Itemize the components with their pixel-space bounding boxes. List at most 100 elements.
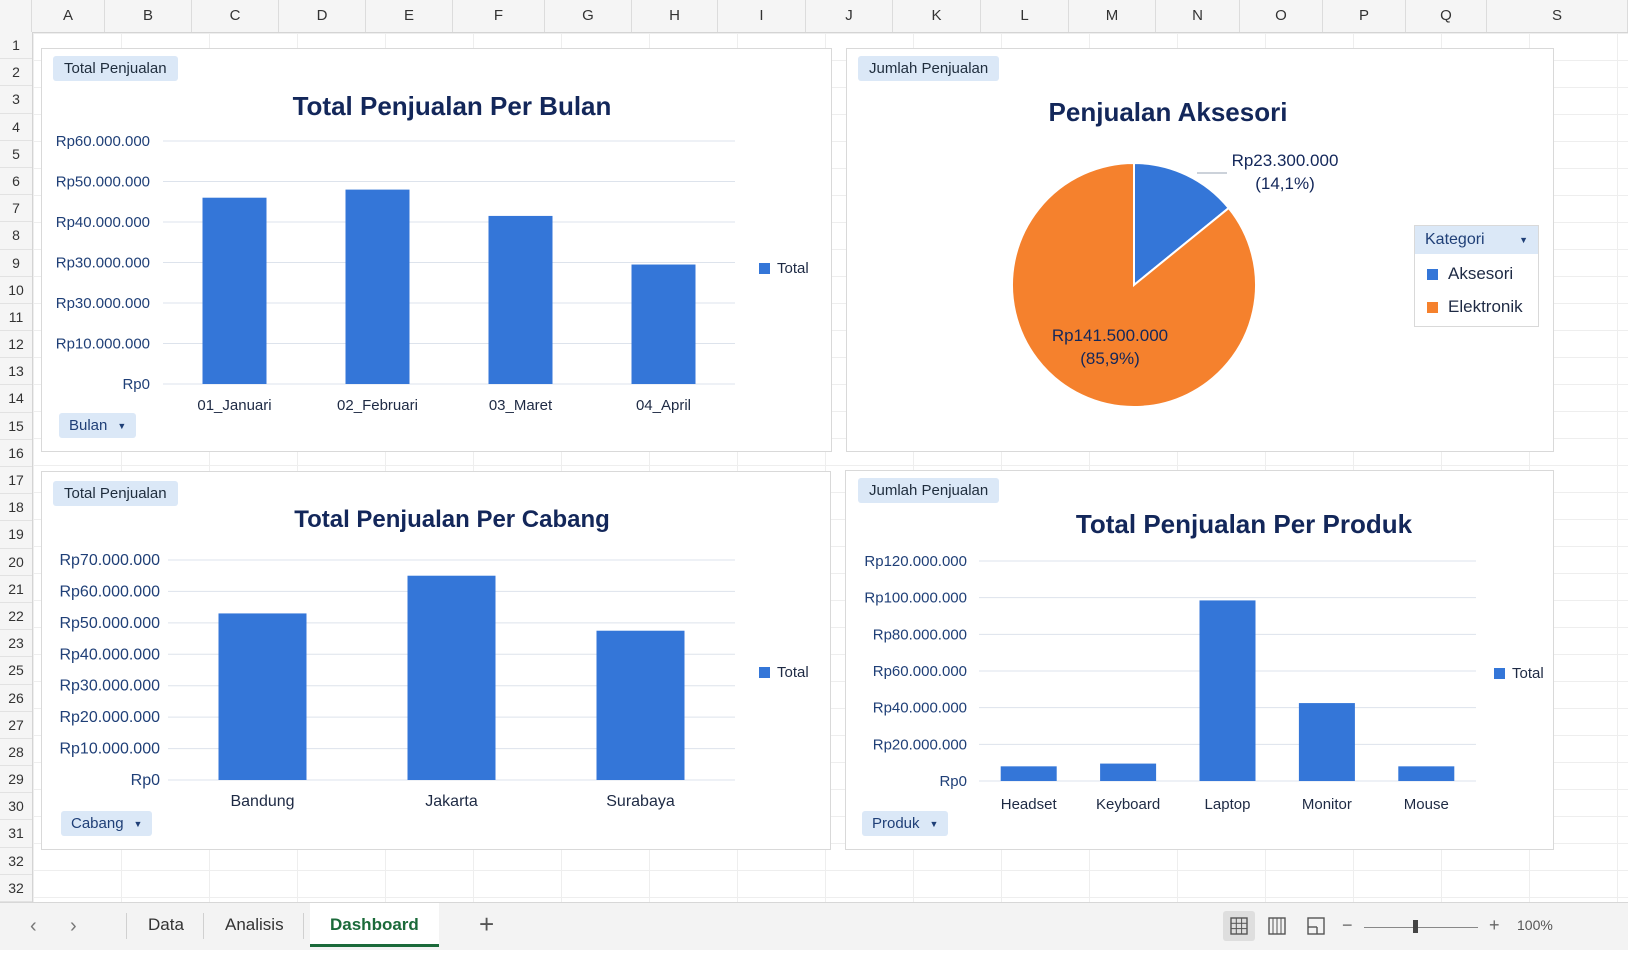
column-header-f[interactable]: F bbox=[453, 0, 545, 32]
column-header-d[interactable]: D bbox=[279, 0, 366, 32]
column-header-j[interactable]: J bbox=[806, 0, 893, 32]
row-header-8[interactable]: 8 bbox=[0, 222, 32, 250]
chart-panel-aksesori[interactable]: Jumlah Penjualan Penjualan Aksesori Rp23… bbox=[846, 48, 1554, 452]
row-header-16[interactable]: 16 bbox=[0, 440, 32, 467]
grid-view-icon bbox=[1230, 917, 1248, 935]
value-field-chip[interactable]: Total Penjualan bbox=[53, 56, 178, 81]
zoom-slider-thumb[interactable] bbox=[1413, 920, 1418, 933]
filter-button-produk[interactable]: Produk ▼ bbox=[862, 811, 949, 836]
row-header-13[interactable]: 13 bbox=[0, 358, 32, 386]
column-header-k[interactable]: K bbox=[893, 0, 981, 32]
pie-slice-elektronik[interactable] bbox=[1011, 161, 1257, 408]
bar-03_maret[interactable] bbox=[488, 215, 553, 384]
sheet-tab-dashboard[interactable]: Dashboard bbox=[310, 903, 439, 947]
column-header-g[interactable]: G bbox=[545, 0, 632, 32]
row-header-15[interactable]: 15 bbox=[0, 413, 32, 440]
column-header-l[interactable]: L bbox=[981, 0, 1069, 32]
legend-item-elektronik[interactable]: Elektronik bbox=[1415, 290, 1538, 323]
row-header-14[interactable]: 14 bbox=[0, 385, 32, 413]
value-field-chip[interactable]: Total Penjualan bbox=[53, 481, 178, 506]
chart-title: Total Penjualan Per Bulan bbox=[292, 91, 612, 121]
row-header-20[interactable]: 20 bbox=[0, 549, 32, 576]
column-header-q[interactable]: Q bbox=[1406, 0, 1487, 32]
column-header-a[interactable]: A bbox=[32, 0, 105, 32]
legend-item-aksesori[interactable]: Aksesori bbox=[1415, 257, 1538, 290]
bar-keyboard[interactable] bbox=[1100, 763, 1157, 781]
column-header-h[interactable]: H bbox=[632, 0, 718, 32]
row-header-1[interactable]: 1 bbox=[0, 32, 32, 60]
chart-panel-cabang[interactable]: Total Penjualan Total Penjualan Per Caba… bbox=[41, 471, 831, 850]
zoom-slider-track[interactable] bbox=[1364, 927, 1478, 928]
column-header-m[interactable]: M bbox=[1069, 0, 1156, 32]
row-header-9[interactable]: 9 bbox=[0, 250, 32, 277]
data-label-aksesori-percent: (14,1%) bbox=[1255, 174, 1315, 193]
row-header-22[interactable]: 22 bbox=[0, 603, 32, 631]
value-field-chip[interactable]: Jumlah Penjualan bbox=[858, 478, 1000, 503]
pie-legend[interactable]: Kategori ▼ Aksesori Elektronik bbox=[1414, 225, 1539, 327]
column-header-n[interactable]: N bbox=[1156, 0, 1240, 32]
sheet-tab-data[interactable]: Data bbox=[148, 915, 184, 934]
bar-monitor[interactable] bbox=[1298, 703, 1355, 781]
row-header-26[interactable]: 27 bbox=[0, 712, 32, 739]
bar-01_januari[interactable] bbox=[202, 197, 267, 384]
column-header-i[interactable]: I bbox=[718, 0, 806, 32]
column-header-s[interactable]: S bbox=[1487, 0, 1628, 32]
zoom-out-button[interactable]: − bbox=[1342, 915, 1353, 935]
row-header-21[interactable]: 21 bbox=[0, 576, 32, 603]
value-field-chip[interactable]: Jumlah Penjualan bbox=[858, 56, 1000, 81]
pie-slice-aksesori[interactable] bbox=[1133, 161, 1231, 288]
sheet-tab-analisis[interactable]: Analisis bbox=[225, 915, 284, 934]
bar-mouse[interactable] bbox=[1398, 766, 1455, 781]
row-header-11[interactable]: 11 bbox=[0, 304, 32, 332]
row-header-2[interactable]: 2 bbox=[0, 59, 32, 87]
chart-panel-bulan[interactable]: Total Penjualan Total Penjualan Per Bula… bbox=[41, 48, 832, 452]
row-header-29[interactable]: 30 bbox=[0, 793, 32, 821]
row-header-7[interactable]: 7 bbox=[0, 195, 32, 223]
row-header-6[interactable]: 6 bbox=[0, 168, 32, 196]
row-header-18[interactable]: 18 bbox=[0, 494, 32, 522]
bar-laptop[interactable] bbox=[1199, 600, 1256, 781]
filter-button-bulan[interactable]: Bulan ▼ bbox=[59, 413, 137, 438]
filter-button-cabang[interactable]: Cabang ▼ bbox=[61, 811, 153, 836]
chart-panel-produk[interactable]: Jumlah Penjualan Total Penjualan Per Pro… bbox=[845, 470, 1554, 850]
bar-02_februari[interactable] bbox=[345, 189, 410, 384]
chart-title: Total Penjualan Per Produk bbox=[1075, 509, 1413, 539]
row-header-24[interactable]: 25 bbox=[0, 657, 32, 685]
page-break-view-button[interactable] bbox=[1300, 911, 1332, 941]
prev-sheet-icon[interactable]: ‹ bbox=[30, 915, 37, 937]
row-header-10[interactable]: 10 bbox=[0, 277, 32, 304]
column-header-e[interactable]: E bbox=[366, 0, 453, 32]
row-header-30[interactable]: 31 bbox=[0, 820, 32, 848]
y-tick-label: Rp120.000.000 bbox=[864, 553, 967, 570]
row-header-31[interactable]: 32 bbox=[0, 848, 32, 875]
row-header-28[interactable]: 29 bbox=[0, 766, 32, 794]
bar-04_april[interactable] bbox=[631, 264, 696, 384]
bar-headset[interactable] bbox=[1000, 766, 1057, 781]
row-header-5[interactable]: 5 bbox=[0, 141, 32, 168]
row-header-19[interactable]: 19 bbox=[0, 521, 32, 549]
column-header-b[interactable]: B bbox=[105, 0, 192, 32]
bar-bandung[interactable] bbox=[218, 613, 307, 780]
row-header-25[interactable]: 26 bbox=[0, 685, 32, 712]
filter-label: Produk bbox=[872, 815, 920, 832]
row-header-32[interactable]: 32 bbox=[0, 875, 32, 902]
column-header-c[interactable]: C bbox=[192, 0, 279, 32]
select-all-corner[interactable] bbox=[0, 0, 32, 32]
column-header-p[interactable]: P bbox=[1323, 0, 1406, 32]
row-header-4[interactable]: 4 bbox=[0, 114, 32, 141]
legend-filter-header[interactable]: Kategori ▼ bbox=[1415, 226, 1538, 254]
column-header-o[interactable]: O bbox=[1240, 0, 1323, 32]
zoom-in-button[interactable]: + bbox=[1489, 915, 1500, 935]
normal-view-button[interactable] bbox=[1223, 911, 1255, 941]
row-header-3[interactable]: 3 bbox=[0, 86, 32, 114]
page-layout-view-button[interactable] bbox=[1261, 911, 1293, 941]
bar-jakarta[interactable] bbox=[407, 575, 496, 780]
row-header-12[interactable]: 12 bbox=[0, 331, 32, 359]
x-category-label: Bandung bbox=[230, 793, 294, 810]
next-sheet-icon[interactable]: › bbox=[70, 915, 77, 937]
bar-surabaya[interactable] bbox=[596, 630, 685, 780]
row-header-27[interactable]: 28 bbox=[0, 739, 32, 767]
row-header-17[interactable]: 17 bbox=[0, 467, 32, 495]
add-sheet-button[interactable]: + bbox=[479, 909, 495, 939]
row-header-23[interactable]: 23 bbox=[0, 630, 32, 658]
